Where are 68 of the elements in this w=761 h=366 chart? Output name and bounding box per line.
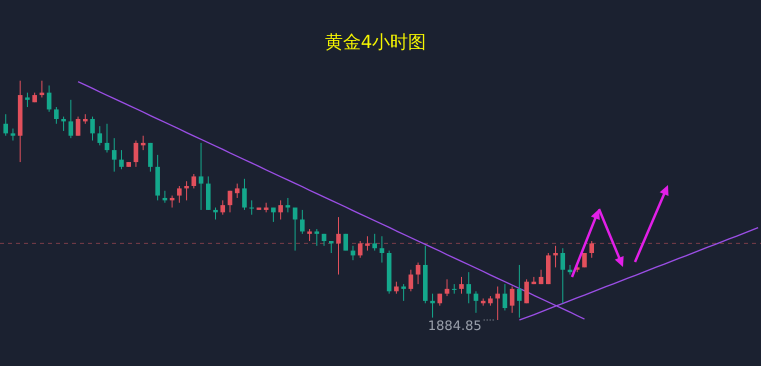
- candlestick: [589, 240, 594, 258]
- candlestick: [286, 197, 290, 213]
- candlestick: [336, 216, 341, 276]
- candlestick: [568, 264, 572, 276]
- candlestick: [452, 284, 457, 294]
- candlestick: [524, 278, 529, 304]
- candlestick: [502, 284, 508, 311]
- candlestick: [416, 262, 420, 285]
- annotation: 1884.85: [428, 319, 482, 334]
- candlestick: [76, 116, 80, 136]
- candlestick: [401, 284, 406, 302]
- candlestick: [119, 150, 124, 170]
- candlestick: [3, 114, 8, 136]
- candlestick: [198, 142, 204, 210]
- candlestick: [213, 207, 218, 220]
- candlestick: [249, 200, 254, 216]
- candlestick: [510, 286, 514, 314]
- candlestick: [328, 240, 334, 254]
- candlestick: [292, 207, 298, 252]
- candlestick: [228, 190, 232, 213]
- candlestick: [220, 200, 226, 216]
- candlestick: [177, 185, 182, 204]
- candlestick: [61, 116, 66, 132]
- candlestick: [495, 286, 500, 320]
- candlestick: [582, 252, 587, 268]
- candlestick: [134, 140, 138, 168]
- candlestick: [437, 293, 442, 306]
- candlestick: [474, 290, 478, 314]
- candlestick: [300, 209, 305, 234]
- candlestick: [358, 240, 363, 258]
- candlestick: [192, 174, 196, 189]
- candlestick: [170, 195, 174, 208]
- candlestick: [380, 236, 384, 264]
- candlestick: [314, 228, 320, 246]
- candlestick: [553, 245, 558, 268]
- candlestick: [560, 248, 566, 304]
- candlestick: [46, 84, 52, 112]
- candlestick: [459, 276, 464, 294]
- candlestick: [184, 180, 189, 201]
- candlestick: [97, 126, 102, 146]
- candlestick: [234, 183, 240, 198]
- candlestick: [54, 106, 59, 124]
- candlestick: [25, 92, 30, 108]
- candlestick: [104, 123, 110, 153]
- candlestick: [112, 138, 117, 172]
- candlestick: [372, 233, 377, 252]
- candlestick: [242, 178, 247, 210]
- candlestick: [307, 228, 312, 242]
- candlestick: [40, 80, 44, 98]
- candlestick: [162, 190, 168, 204]
- candlestick: [271, 207, 276, 222]
- chart-title: 黄金4小时图: [324, 32, 426, 53]
- candlestick: [466, 272, 472, 304]
- candlestick: [82, 114, 88, 124]
- candlestick: [365, 236, 370, 252]
- candlestick: [264, 202, 268, 213]
- candlestick: [148, 142, 153, 172]
- candlestick: [68, 99, 74, 139]
- candlestick: [538, 269, 544, 285]
- candlestick: [408, 269, 414, 292]
- candlestick: [444, 278, 450, 297]
- candlestick: [488, 296, 493, 306]
- candlestick: [140, 135, 146, 151]
- candlestick: [517, 264, 522, 318]
- candlestick: [394, 281, 399, 294]
- candlestick: [350, 245, 356, 261]
- candlestick: [278, 200, 283, 220]
- candlestick: [90, 116, 95, 142]
